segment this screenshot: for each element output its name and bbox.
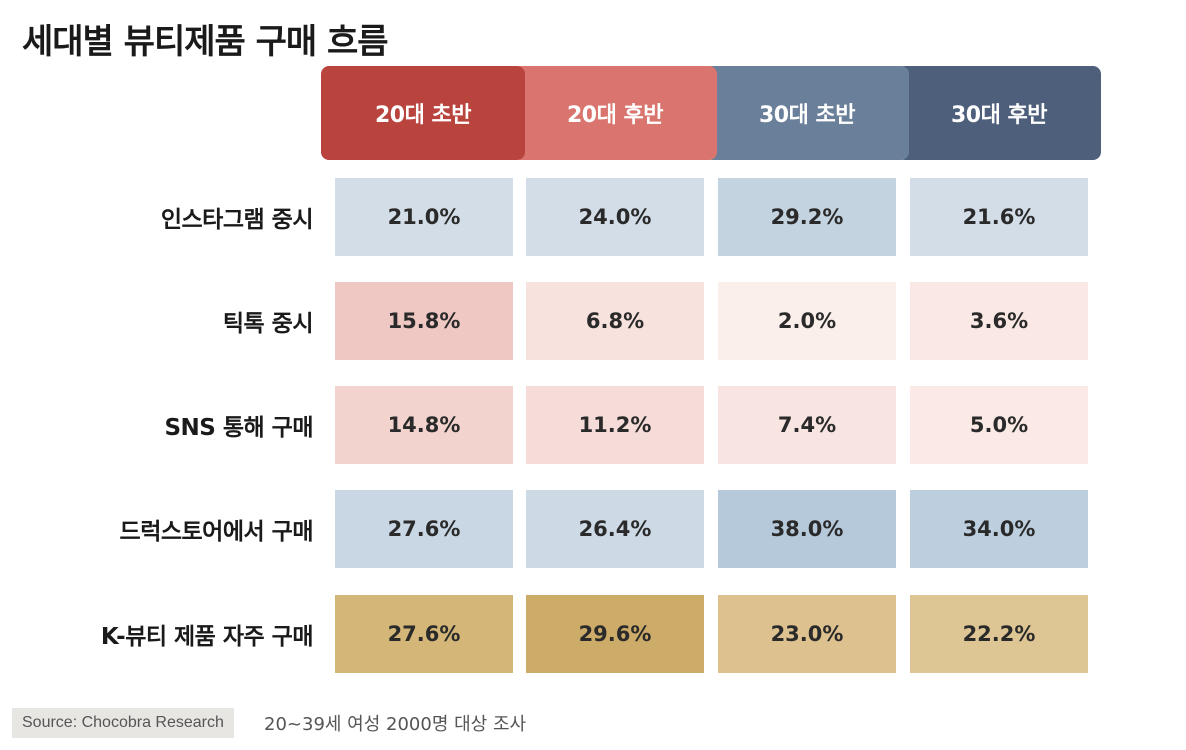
data-cell: 14.8%: [335, 386, 513, 464]
data-cell: 7.4%: [718, 386, 896, 464]
data-cell: 29.2%: [718, 178, 896, 256]
data-cell: 27.6%: [335, 595, 513, 673]
data-cell: 22.2%: [910, 595, 1088, 673]
row-label: 틱톡 중시: [222, 311, 314, 337]
row-label: SNS 통해 구매: [164, 415, 313, 441]
column-header: 20대 초반: [321, 66, 525, 160]
data-cell: 24.0%: [526, 178, 704, 256]
data-cell: 34.0%: [910, 490, 1088, 568]
data-cell: 5.0%: [910, 386, 1088, 464]
data-cell: 38.0%: [718, 490, 896, 568]
column-header: 30대 후반: [897, 66, 1101, 160]
data-cell: 15.8%: [335, 282, 513, 360]
column-header: 20대 후반: [513, 66, 717, 160]
data-cell: 21.0%: [335, 178, 513, 256]
source-label: Source: Chocobra Research: [12, 708, 234, 738]
data-cell: 21.6%: [910, 178, 1088, 256]
data-cell: 6.8%: [526, 282, 704, 360]
data-cell: 27.6%: [335, 490, 513, 568]
row-label: 드럭스토어에서 구매: [119, 519, 314, 545]
data-cell: 29.6%: [526, 595, 704, 673]
column-header: 30대 초반: [705, 66, 909, 160]
row-label: K-뷰티 제품 자주 구매: [100, 624, 314, 650]
data-cell: 11.2%: [526, 386, 704, 464]
chart-title: 세대별 뷰티제품 구매 흐름: [22, 22, 389, 62]
data-cell: 26.4%: [526, 490, 704, 568]
row-label: 인스타그램 중시: [160, 207, 314, 233]
data-cell: 2.0%: [718, 282, 896, 360]
data-cell: 23.0%: [718, 595, 896, 673]
survey-note: 20~39세 여성 2000명 대상 조사: [264, 714, 527, 735]
data-cell: 3.6%: [910, 282, 1088, 360]
